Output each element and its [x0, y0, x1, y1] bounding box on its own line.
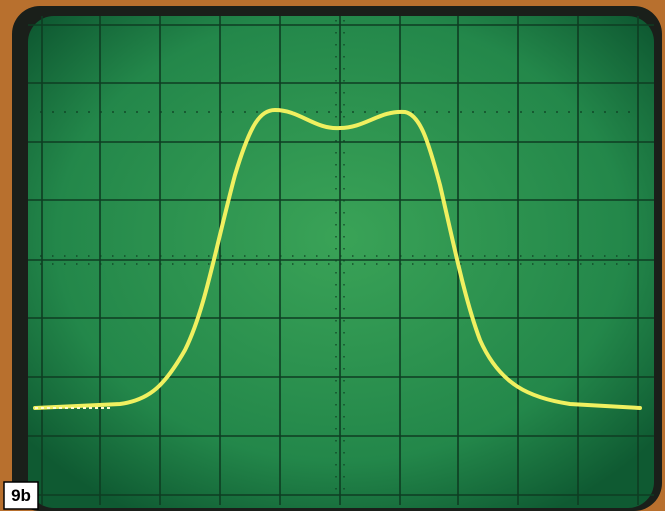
graticule	[28, 16, 654, 505]
trace	[33, 107, 642, 410]
figure-label: 9b	[11, 486, 31, 505]
minor-ticks	[40, 20, 640, 500]
label-box	[3, 481, 39, 510]
screen	[28, 16, 654, 508]
